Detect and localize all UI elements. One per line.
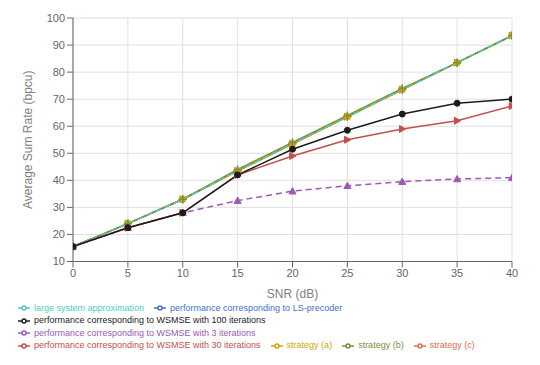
html-text:performance corresponding to L: performance corresponding to LS-precoder [170,302,343,313]
svg-text:70: 70 [53,93,65,105]
svg-text:100: 100 [47,12,65,24]
html-text:performance corresponding to W: performance corresponding to WSMSE with … [34,340,261,351]
html-text:strategy (c): strategy (c) [429,340,475,351]
html-text:performance corresponding to W: performance corresponding to WSMSE with … [34,315,266,326]
svg-text:40: 40 [506,267,518,279]
html-text:strategy (a): strategy (a) [286,340,333,351]
svg-text:20: 20 [286,267,298,279]
svg-text:5: 5 [125,267,131,279]
svg-text:30: 30 [53,201,65,213]
svg-text:10: 10 [53,255,65,267]
svg-text:60: 60 [53,120,65,132]
svg-text:20: 20 [53,228,65,240]
svg-text:30: 30 [396,267,408,279]
html-text:performance corresponding to W: performance corresponding to WSMSE with … [34,327,256,338]
html-text:strategy (b): strategy (b) [358,340,404,351]
svg-text:90: 90 [53,39,65,51]
svg-text:25: 25 [341,267,353,279]
svg-text:SNR (dB): SNR (dB) [267,287,318,301]
svg-text:10: 10 [177,267,189,279]
svg-text:80: 80 [53,66,65,78]
svg-text:50: 50 [53,147,65,159]
svg-text:40: 40 [53,174,65,186]
svg-text:15: 15 [232,267,244,279]
svg-text:0: 0 [70,267,76,279]
svg-text:Average Sum Rate (bpcu): Average Sum Rate (bpcu) [21,70,35,209]
svg-text:35: 35 [451,267,463,279]
html-text:large system approximation: large system approximation [34,302,145,313]
